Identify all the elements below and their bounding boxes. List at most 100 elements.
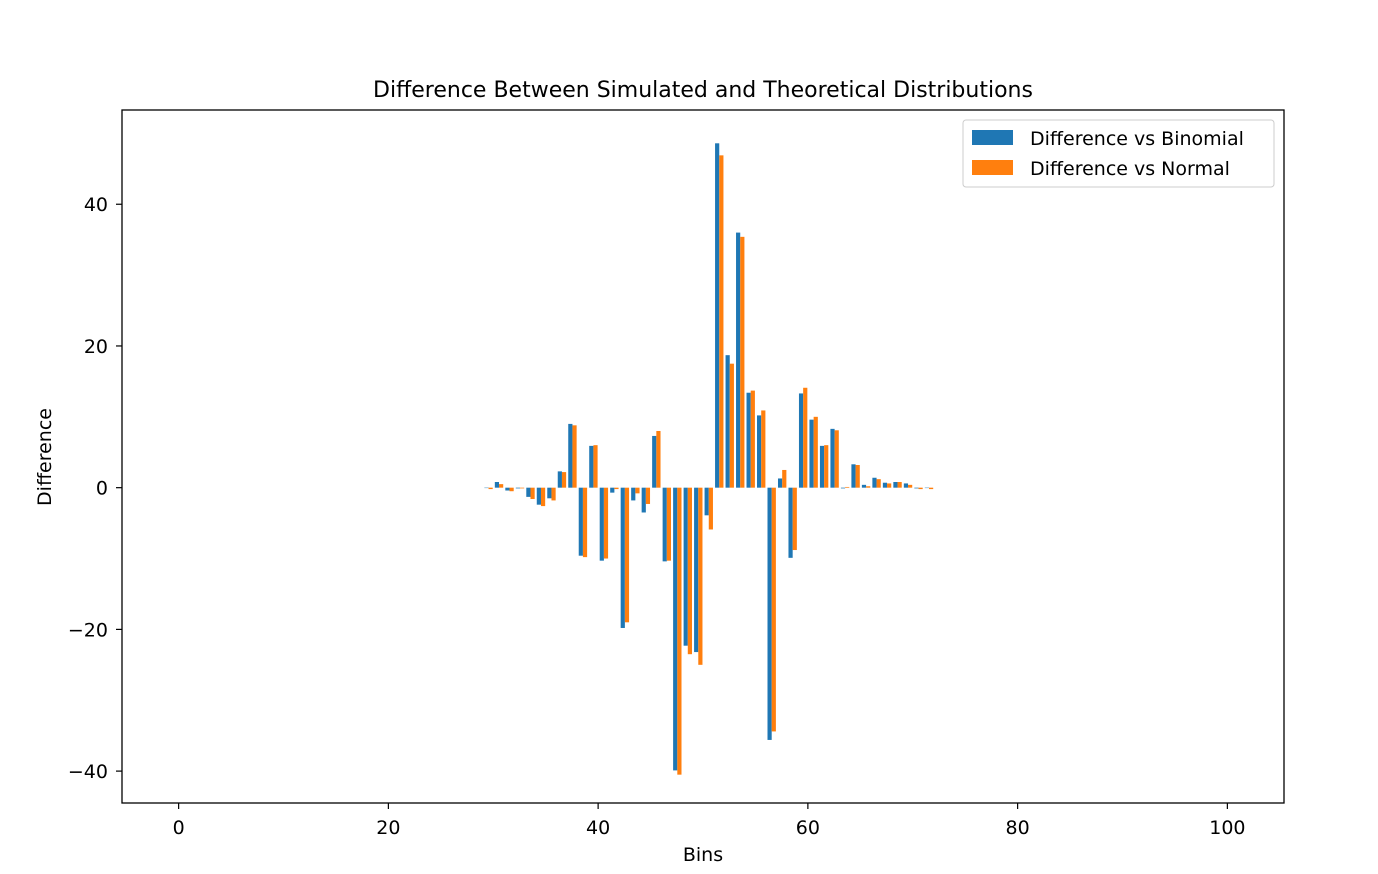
- bar-binomial-48: [683, 487, 688, 646]
- bar-normal-57: [782, 469, 787, 488]
- bar-normal-46: [666, 487, 672, 561]
- legend-swatch-normal: [972, 160, 1013, 175]
- x-axis-ticks: 0 20 40 60 80 100: [173, 803, 1246, 839]
- bar-normal-39: [593, 445, 598, 488]
- bar-normal-32: [519, 487, 525, 489]
- bar-binomial-34: [536, 487, 541, 505]
- bar-binomial-36: [557, 471, 562, 488]
- x-tick-label-80: 80: [1006, 817, 1030, 839]
- bar-binomial-35: [547, 487, 552, 499]
- legend-label-normal: Difference vs Normal: [1030, 158, 1230, 180]
- bar-binomial-68: [893, 482, 898, 488]
- bar-binomial-69: [903, 483, 909, 488]
- bar-normal-30: [499, 484, 504, 488]
- bar-binomial-32: [515, 487, 520, 489]
- bar-binomial-50: [704, 487, 709, 516]
- x-tick-label-40: 40: [586, 817, 610, 839]
- legend: Difference vs Binomial Difference vs Nor…: [962, 119, 1275, 188]
- x-tick-label-60: 60: [796, 817, 820, 839]
- bar-normal-54: [750, 390, 755, 488]
- legend-box: [962, 119, 1275, 188]
- bar-normal-55: [761, 410, 766, 488]
- legend-swatch-binomial: [972, 130, 1013, 145]
- bar-binomial-33: [526, 487, 531, 497]
- bar-normal-58: [792, 487, 797, 551]
- bar-normal-66: [876, 479, 881, 488]
- bar-binomial-70: [914, 487, 919, 489]
- bar-normal-40: [603, 487, 609, 559]
- bar-binomial-41: [610, 487, 615, 493]
- bar-normal-43: [635, 487, 640, 494]
- bar-binomial-55: [757, 415, 762, 488]
- bar-normal-69: [908, 484, 913, 488]
- bar-normal-41: [614, 487, 619, 490]
- bar-normal-33: [530, 487, 535, 500]
- bar-normal-63: [845, 486, 850, 488]
- chart-title: Difference Between Simulated and Theoret…: [373, 78, 1033, 103]
- bar-normal-67: [887, 483, 892, 488]
- bar-binomial-46: [662, 487, 667, 562]
- bar-binomial-37: [568, 423, 573, 488]
- bar-binomial-47: [673, 487, 678, 771]
- bar-binomial-64: [851, 464, 856, 488]
- bar-binomial-51: [715, 143, 720, 488]
- legend-label-binomial: Difference vs Binomial: [1030, 128, 1244, 150]
- bar-normal-42: [624, 487, 630, 623]
- bar-binomial-60: [809, 419, 814, 488]
- bar-binomial-58: [788, 487, 793, 558]
- bar-binomial-66: [872, 477, 877, 488]
- bar-normal-61: [824, 445, 829, 488]
- bar-normal-37: [572, 425, 577, 488]
- bar-normal-38: [582, 487, 588, 558]
- bar-binomial-65: [861, 484, 867, 488]
- bar-normal-47: [677, 487, 682, 775]
- bar-normal-59: [803, 387, 808, 488]
- bar-normal-52: [729, 363, 734, 488]
- plot-area-frame: [121, 109, 1285, 804]
- bar-binomial-31: [505, 487, 510, 491]
- bar-normal-62: [834, 430, 839, 488]
- bar-normal-34: [540, 487, 546, 507]
- bar-binomial-45: [652, 435, 657, 488]
- bar-binomial-39: [589, 445, 594, 488]
- y-axis-label: Difference: [34, 408, 56, 506]
- x-tick-label-20: 20: [376, 817, 400, 839]
- bar-normal-70: [918, 487, 923, 490]
- bar-normal-44: [645, 487, 651, 504]
- bar-normal-64: [855, 465, 860, 488]
- bar-normal-48: [687, 487, 692, 655]
- bar-normal-53: [740, 236, 745, 488]
- bar-normal-50: [708, 487, 713, 530]
- bar-binomial-62: [830, 428, 835, 488]
- bar-normal-65: [866, 486, 871, 488]
- bar-normal-31: [509, 487, 514, 492]
- x-axis-label: Bins: [683, 844, 723, 866]
- bar-binomial-53: [736, 232, 741, 488]
- bar-binomial-44: [641, 487, 646, 513]
- bar-binomial-67: [882, 482, 888, 488]
- bar-normal-68: [897, 482, 902, 488]
- bar-binomial-61: [819, 445, 825, 488]
- bar-normal-36: [561, 472, 567, 488]
- bars-group: [484, 143, 934, 775]
- y-tick-label-40: 40: [84, 194, 108, 216]
- bar-binomial-52: [725, 355, 730, 488]
- bar-normal-49: [698, 487, 703, 665]
- x-tick-label-0: 0: [173, 817, 185, 839]
- bar-normal-29: [488, 487, 493, 490]
- bar-binomial-40: [599, 487, 604, 561]
- y-tick-label-20: 20: [84, 336, 108, 358]
- bar-normal-60: [813, 416, 818, 488]
- y-tick-label-0: 0: [96, 478, 108, 500]
- bar-binomial-42: [620, 487, 625, 628]
- bar-binomial-59: [798, 393, 804, 488]
- y-tick-label--40: −40: [68, 761, 108, 783]
- bar-normal-56: [771, 487, 776, 732]
- bar-binomial-30: [494, 482, 500, 488]
- bar-normal-35: [551, 487, 556, 501]
- x-tick-label-100: 100: [1209, 817, 1245, 839]
- bar-binomial-57: [777, 478, 783, 488]
- bar-binomial-56: [767, 487, 772, 740]
- bar-binomial-54: [746, 392, 751, 488]
